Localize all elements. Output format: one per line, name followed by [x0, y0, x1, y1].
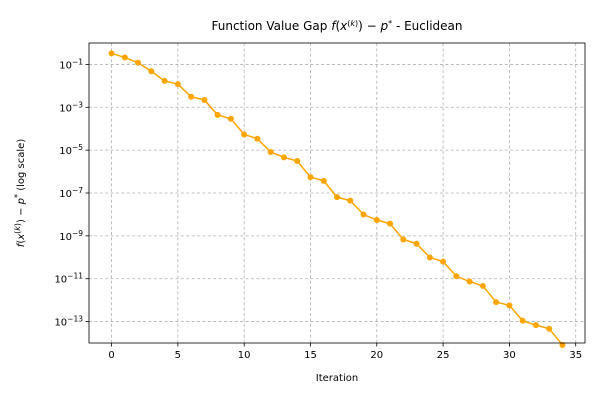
data-point	[201, 96, 208, 103]
x-tick-label: 0	[108, 350, 114, 361]
data-point	[214, 111, 221, 118]
data-point	[280, 154, 287, 161]
data-point	[360, 211, 367, 218]
series	[108, 50, 566, 348]
data-point	[347, 197, 354, 204]
x-axis-label: Iteration	[316, 373, 358, 384]
data-point	[108, 50, 115, 57]
data-point	[373, 216, 380, 223]
data-point	[532, 322, 539, 329]
data-point	[334, 194, 340, 201]
x-tick-label: 15	[304, 350, 317, 361]
data-point	[493, 299, 500, 306]
data-point	[400, 236, 407, 243]
data-point	[413, 240, 420, 247]
data-point	[307, 174, 314, 181]
x-axis: 0 5 10 15 20 25 30 35	[108, 343, 582, 361]
x-tick-label: 25	[437, 350, 450, 361]
data-point	[227, 115, 234, 122]
x-tick-label: 35	[569, 350, 582, 361]
data-point	[479, 282, 486, 289]
data-point	[267, 148, 274, 155]
data-point	[559, 341, 566, 348]
data-point	[506, 302, 513, 309]
data-point	[519, 317, 526, 324]
data-point	[148, 68, 155, 75]
data-point	[135, 59, 142, 66]
data-point	[254, 135, 261, 142]
data-point	[453, 273, 460, 280]
y-axis-label: f(x(k)) − p* (log scale)	[13, 139, 28, 248]
data-point	[466, 278, 473, 285]
data-point	[161, 77, 168, 84]
x-tick-label: 5	[175, 350, 181, 361]
data-point	[121, 54, 128, 61]
chart-title: Function Value Gap f(x(k)) − p* - Euclid…	[211, 19, 462, 34]
data-point	[426, 254, 433, 261]
data-point	[294, 158, 301, 165]
x-tick-label: 20	[370, 350, 383, 361]
x-tick-label: 10	[238, 350, 251, 361]
data-point	[241, 131, 248, 138]
data-point	[440, 258, 447, 265]
data-point	[174, 81, 181, 88]
data-point	[387, 220, 394, 227]
data-point	[546, 325, 553, 332]
data-point	[320, 177, 327, 184]
data-point	[188, 93, 195, 100]
x-tick-label: 30	[503, 350, 516, 361]
grid	[89, 43, 585, 343]
